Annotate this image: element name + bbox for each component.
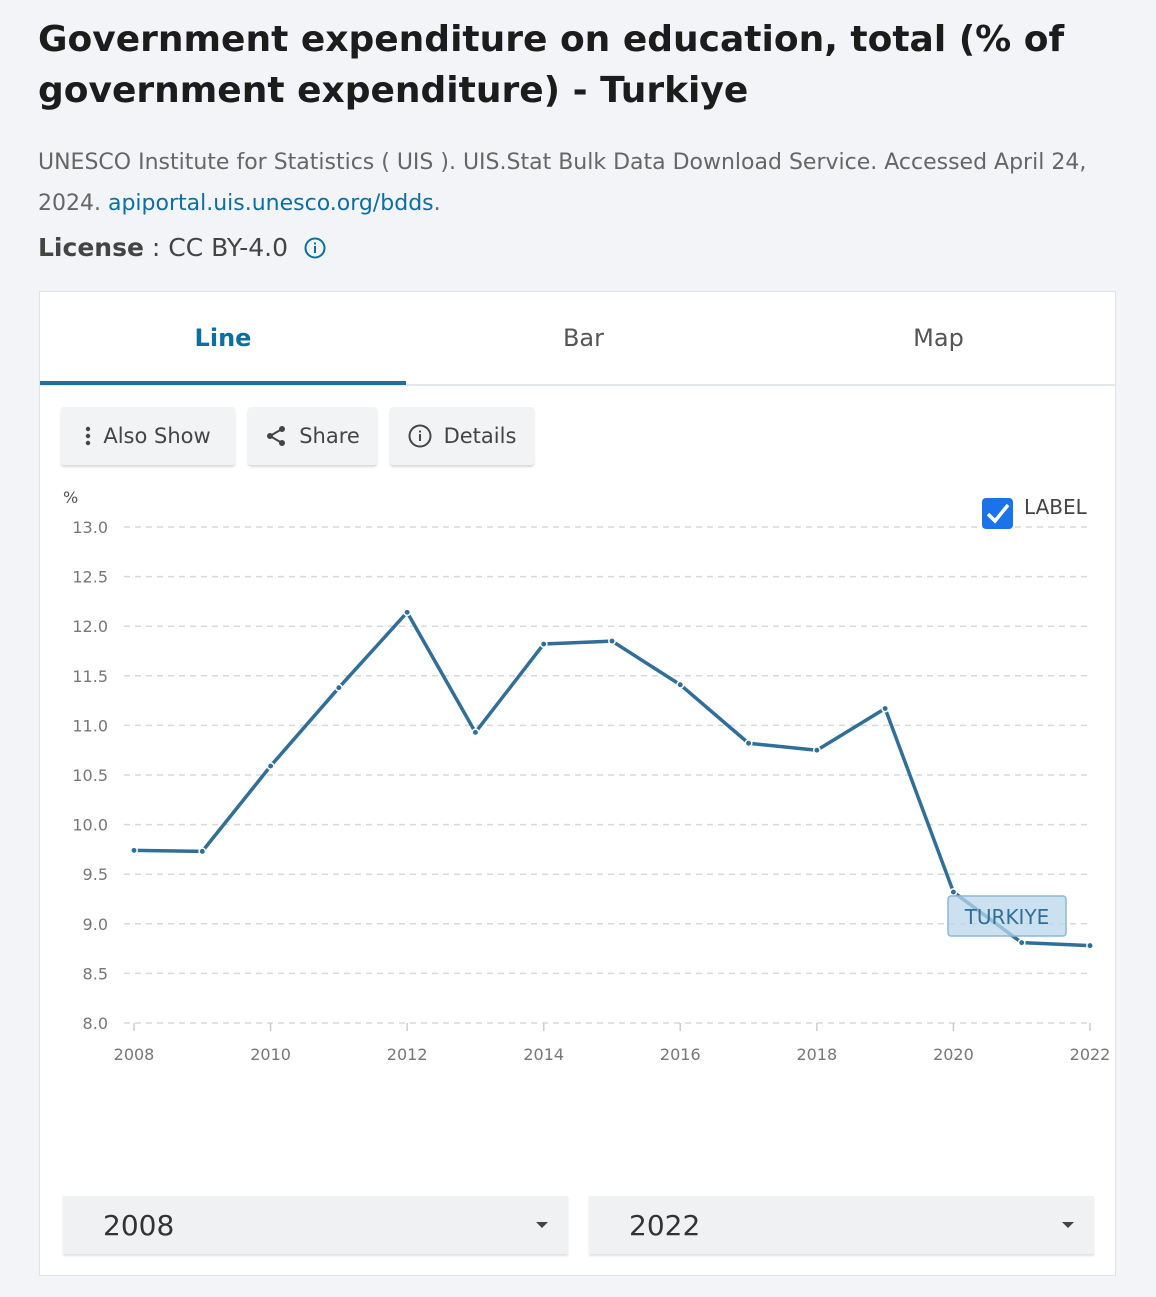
share-button[interactable]: Share bbox=[248, 407, 377, 465]
tab-line[interactable]: Line bbox=[194, 324, 252, 352]
y-tick-label: 12.5 bbox=[72, 568, 108, 587]
end-year-value: 2022 bbox=[629, 1208, 701, 1242]
x-tick-label: 2020 bbox=[933, 1045, 974, 1064]
series-line bbox=[133, 610, 1091, 948]
tab-map[interactable]: Map bbox=[913, 324, 964, 352]
source-text: UNESCO Institute for Statistics ( UIS ).… bbox=[38, 150, 1087, 216]
y-tick-label: 8.5 bbox=[83, 964, 108, 983]
also-show-label: Also Show bbox=[103, 424, 211, 448]
data-point[interactable] bbox=[608, 637, 616, 646]
y-axis-ticks: 8.0 8.5 9.0 9.5 10.0 10.5 11.0 11.5 12.0 12.5 13.0 bbox=[72, 518, 108, 1033]
data-point[interactable] bbox=[266, 762, 275, 771]
series-name-label: TURKIYE bbox=[964, 905, 1050, 929]
info-icon[interactable] bbox=[304, 237, 326, 259]
start-year-select[interactable]: 2008 bbox=[63, 1196, 568, 1254]
x-tick-label: 2018 bbox=[796, 1045, 837, 1064]
source-citation: UNESCO Institute for Statistics ( UIS ).… bbox=[38, 142, 1118, 224]
info-circle-icon bbox=[408, 424, 432, 448]
license: License : CC BY-4.0 bbox=[38, 228, 326, 268]
y-tick-label: 10.0 bbox=[72, 816, 108, 835]
line-chart: 8.0 8.5 9.0 9.5 10.0 10.5 11.0 11.5 12.0 12.5 13.0… bbox=[63, 488, 1111, 1064]
data-point[interactable] bbox=[130, 846, 138, 855]
y-axis-label: % bbox=[63, 488, 78, 507]
share-label: Share bbox=[299, 424, 360, 448]
label-toggle-text: LABEL bbox=[1024, 495, 1088, 519]
source-link[interactable]: apiportal.uis.unesco.org/bdds bbox=[107, 191, 434, 216]
data-point[interactable] bbox=[539, 640, 548, 649]
end-year-select[interactable]: 2022 bbox=[589, 1196, 1094, 1254]
y-tick-label: 11.0 bbox=[72, 716, 108, 735]
source-end: . bbox=[433, 191, 441, 216]
data-point[interactable] bbox=[744, 739, 753, 748]
checkmark-icon bbox=[986, 503, 1010, 524]
y-tick-label: 9.0 bbox=[83, 915, 108, 934]
y-tick-label: 8.0 bbox=[83, 1014, 108, 1033]
label-toggle[interactable]: LABEL bbox=[982, 495, 1088, 529]
data-point[interactable] bbox=[881, 704, 890, 713]
chevron-down-icon bbox=[536, 1222, 548, 1228]
x-tick-label: 2022 bbox=[1070, 1045, 1111, 1064]
y-tick-label: 10.5 bbox=[72, 766, 108, 785]
series-label-box: TURKIYE bbox=[947, 895, 1067, 937]
data-point[interactable] bbox=[949, 888, 958, 897]
license-sep: : bbox=[143, 233, 169, 262]
chart-card: Line Bar Map Also Show Share Details 8.0… bbox=[39, 291, 1116, 1276]
data-point[interactable] bbox=[676, 680, 685, 689]
x-axis-ticks: 2008 2010 2012 2014 2016 2018 2020 2022 bbox=[114, 1023, 1111, 1064]
x-tick-label: 2008 bbox=[114, 1045, 155, 1064]
x-tick-label: 2014 bbox=[523, 1045, 564, 1064]
y-tick-label: 13.0 bbox=[72, 518, 108, 537]
data-point[interactable] bbox=[471, 728, 480, 737]
data-point[interactable] bbox=[403, 608, 412, 617]
data-point[interactable] bbox=[198, 847, 207, 856]
y-tick-label: 11.5 bbox=[72, 667, 108, 686]
more-vertical-icon bbox=[86, 426, 91, 446]
tab-bar[interactable]: Bar bbox=[562, 324, 605, 352]
details-button[interactable]: Details bbox=[390, 407, 534, 465]
y-tick-label: 9.5 bbox=[83, 865, 108, 884]
details-label: Details bbox=[443, 424, 517, 448]
data-point[interactable] bbox=[334, 683, 343, 692]
chart-grid bbox=[124, 526, 1090, 1024]
data-point[interactable] bbox=[812, 746, 821, 755]
series-label-background bbox=[947, 895, 1067, 937]
also-show-button[interactable]: Also Show bbox=[61, 407, 235, 465]
license-label: License bbox=[38, 233, 144, 262]
chart-tabs: Line Bar Map bbox=[40, 292, 1115, 386]
page-title: Government expenditure on education, tot… bbox=[38, 19, 1065, 111]
x-tick-label: 2012 bbox=[387, 1045, 428, 1064]
label-checkbox[interactable] bbox=[982, 498, 1013, 529]
series-turkiye bbox=[130, 608, 1094, 950]
share-icon bbox=[267, 426, 286, 446]
data-point[interactable] bbox=[1086, 941, 1094, 950]
data-point[interactable] bbox=[1017, 938, 1026, 947]
x-tick-label: 2010 bbox=[250, 1045, 291, 1064]
y-tick-label: 12.0 bbox=[72, 617, 108, 636]
x-tick-label: 2016 bbox=[660, 1045, 701, 1064]
license-value: CC BY-4.0 bbox=[168, 233, 288, 262]
chevron-down-icon bbox=[1062, 1222, 1074, 1228]
active-tab-indicator bbox=[40, 381, 406, 385]
start-year-value: 2008 bbox=[103, 1208, 175, 1242]
